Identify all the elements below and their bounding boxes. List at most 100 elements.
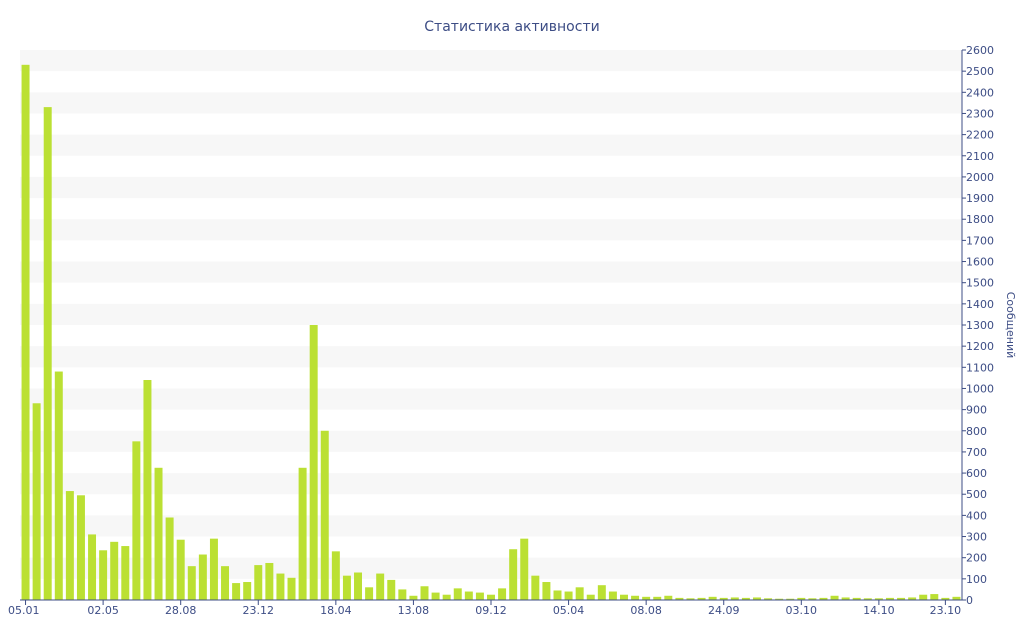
bar[interactable] bbox=[298, 467, 307, 600]
bar[interactable] bbox=[575, 587, 584, 600]
bar[interactable] bbox=[597, 585, 606, 600]
bar[interactable] bbox=[531, 575, 540, 600]
y-tick-label: 300 bbox=[966, 531, 987, 544]
bar[interactable] bbox=[398, 589, 407, 600]
bar[interactable] bbox=[309, 325, 318, 600]
bar[interactable] bbox=[387, 579, 396, 600]
bar[interactable] bbox=[254, 565, 263, 600]
bar[interactable] bbox=[453, 588, 462, 600]
grid-band bbox=[20, 473, 962, 495]
bar[interactable] bbox=[631, 595, 640, 600]
bar[interactable] bbox=[619, 594, 628, 600]
bar[interactable] bbox=[930, 594, 939, 600]
bar[interactable] bbox=[586, 594, 595, 600]
bar[interactable] bbox=[564, 591, 573, 600]
bar[interactable] bbox=[797, 597, 806, 600]
bar[interactable] bbox=[287, 577, 296, 600]
y-tick-label: 2500 bbox=[966, 65, 994, 78]
bar[interactable] bbox=[431, 592, 440, 600]
bar[interactable] bbox=[819, 597, 828, 600]
bar[interactable] bbox=[165, 517, 174, 601]
bar[interactable] bbox=[154, 467, 163, 600]
bar[interactable] bbox=[608, 591, 617, 600]
bar[interactable] bbox=[775, 598, 784, 600]
bar[interactable] bbox=[21, 64, 30, 601]
bars-group bbox=[21, 64, 961, 601]
bar[interactable] bbox=[475, 592, 484, 600]
x-tick-label: 23.12 bbox=[243, 604, 275, 617]
bar[interactable] bbox=[276, 573, 285, 600]
x-tick-label: 09.12 bbox=[475, 604, 507, 617]
bar[interactable] bbox=[65, 491, 74, 600]
y-tick-label: 2000 bbox=[966, 171, 994, 184]
bar[interactable] bbox=[808, 598, 817, 600]
bar[interactable] bbox=[487, 594, 495, 600]
bar[interactable] bbox=[187, 566, 196, 600]
bar[interactable] bbox=[198, 554, 207, 600]
y-axis-title: Сообщений bbox=[1004, 292, 1017, 359]
bar[interactable] bbox=[420, 586, 429, 600]
bar[interactable] bbox=[176, 539, 185, 600]
bar[interactable] bbox=[221, 566, 230, 600]
bar[interactable] bbox=[132, 441, 141, 600]
bar[interactable] bbox=[841, 597, 850, 600]
bar[interactable] bbox=[265, 562, 274, 600]
bar[interactable] bbox=[76, 495, 85, 600]
bar[interactable] bbox=[354, 572, 363, 601]
bar[interactable] bbox=[88, 534, 97, 600]
y-tick-label: 2400 bbox=[966, 86, 994, 99]
bar[interactable] bbox=[852, 597, 861, 600]
bar[interactable] bbox=[409, 595, 418, 600]
bar[interactable] bbox=[908, 597, 917, 600]
bar[interactable] bbox=[243, 582, 252, 600]
bar[interactable] bbox=[32, 403, 41, 600]
bar[interactable] bbox=[786, 598, 795, 600]
bar[interactable] bbox=[697, 597, 706, 600]
bar[interactable] bbox=[365, 587, 374, 600]
bar[interactable] bbox=[952, 596, 961, 600]
bar[interactable] bbox=[897, 597, 906, 600]
bar[interactable] bbox=[675, 597, 684, 600]
bar[interactable] bbox=[764, 598, 773, 600]
bar[interactable] bbox=[730, 597, 739, 600]
y-tick-label: 1700 bbox=[966, 234, 994, 247]
bar[interactable] bbox=[331, 551, 340, 600]
bar[interactable] bbox=[320, 430, 329, 600]
bar[interactable] bbox=[708, 596, 717, 600]
bar[interactable] bbox=[686, 598, 695, 600]
bar[interactable] bbox=[874, 598, 883, 600]
bar[interactable] bbox=[741, 597, 750, 600]
bar[interactable] bbox=[43, 107, 52, 600]
bar[interactable] bbox=[209, 538, 218, 600]
bar[interactable] bbox=[99, 550, 108, 600]
y-tick-label: 2600 bbox=[966, 44, 994, 57]
y-tick-label: 100 bbox=[966, 573, 987, 586]
bar[interactable] bbox=[232, 583, 241, 600]
bar[interactable] bbox=[143, 380, 152, 600]
bar[interactable] bbox=[542, 582, 551, 600]
bar[interactable] bbox=[376, 573, 385, 600]
bar[interactable] bbox=[719, 597, 728, 600]
y-tick-label: 500 bbox=[966, 488, 987, 501]
bar[interactable] bbox=[664, 595, 673, 600]
bar[interactable] bbox=[642, 596, 651, 600]
bar[interactable] bbox=[54, 371, 63, 600]
bar[interactable] bbox=[752, 597, 761, 600]
bar[interactable] bbox=[941, 597, 950, 600]
bar[interactable] bbox=[110, 541, 119, 600]
bar[interactable] bbox=[498, 588, 507, 600]
bar[interactable] bbox=[464, 591, 473, 600]
bar[interactable] bbox=[121, 546, 130, 600]
y-tick-label: 0 bbox=[966, 594, 973, 607]
bar[interactable] bbox=[885, 597, 894, 600]
bar[interactable] bbox=[520, 538, 529, 600]
bar[interactable] bbox=[863, 598, 872, 600]
bar[interactable] bbox=[442, 594, 451, 600]
bar[interactable] bbox=[919, 594, 928, 600]
bar[interactable] bbox=[830, 595, 839, 600]
bar[interactable] bbox=[509, 549, 518, 600]
bar[interactable] bbox=[653, 596, 662, 600]
bar[interactable] bbox=[553, 590, 562, 600]
grid-band bbox=[20, 346, 962, 368]
bar[interactable] bbox=[342, 575, 351, 600]
